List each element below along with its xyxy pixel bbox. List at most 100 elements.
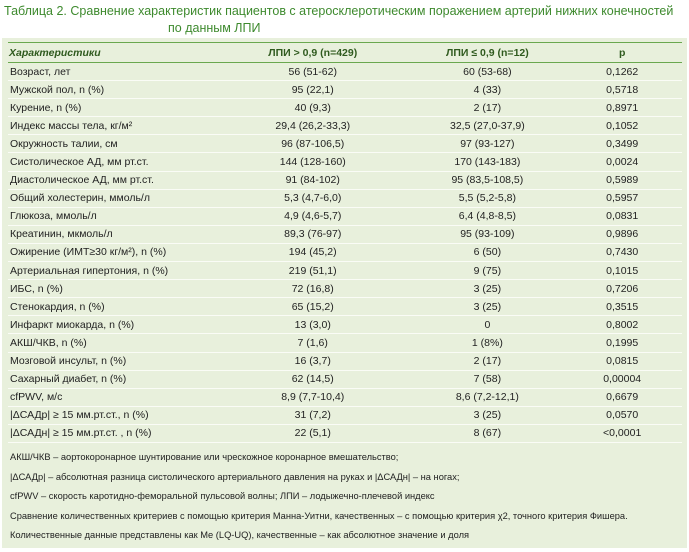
table-cell: <0,0001 — [562, 424, 682, 443]
column-header: ЛПИ > 0,9 (n=429) — [213, 42, 413, 63]
table-cell: 2 (17) — [412, 352, 563, 371]
note: Количественные данные представлены как M… — [10, 530, 470, 540]
table-cell: 9 (75) — [412, 261, 563, 281]
table-cell: |ΔСАДн| ≥ 15 мм.рт.ст. , n (%) — [8, 424, 214, 443]
table-cell: 0,00004 — [562, 370, 682, 389]
table-row: |ΔСАДн| ≥ 15 мм.рт.ст. , n (%) 22 (5,1) 8 … — [8, 424, 682, 443]
table-cell: 56 (51-62) — [213, 62, 413, 82]
table-cell: 194 (45,2) — [213, 243, 413, 263]
table-cell: АКШ/ЧКВ, n (%) — [8, 333, 214, 353]
table-cell: 170 (143-183) — [412, 152, 563, 172]
table-cell: 31 (7,2) — [213, 406, 413, 425]
table-cell: 0 — [412, 315, 563, 335]
table-cell: 8,6 (7,2-12,1) — [412, 388, 563, 407]
table-cell: 0,1262 — [562, 62, 682, 82]
table-row: Общий холестерин, ммоль/л 5,3 (4,7-6,0) 5,… — [8, 189, 682, 208]
table-cell: 4 (33) — [412, 80, 563, 100]
table-cell: Стенокардия, n (%) — [8, 297, 214, 317]
note: АКШ/ЧКВ – аортокоронарное шунтирование и… — [10, 452, 399, 462]
table-cell: 32,5 (27,0-37,9) — [412, 116, 563, 136]
table-cell: 0,3499 — [562, 134, 682, 154]
table-cell: 65 (15,2) — [213, 297, 413, 317]
table-cell: 16 (3,7) — [213, 352, 413, 371]
table-row: Ожирение (ИМТ≥30 кг/м²), n (%) 194 (45,2)… — [8, 243, 682, 263]
table-cell: Систолическое АД, мм рт.ст. — [8, 152, 214, 172]
table-cell: Инфаркт миокарда, n (%) — [8, 315, 214, 335]
table-cell: 0,9896 — [562, 225, 682, 244]
table-cell: 5,5 (5,2-5,8) — [412, 189, 563, 208]
table-cell: 3 (25) — [412, 406, 563, 425]
table-row: Артериальная гипертония, n (%) 219 (51,1)… — [8, 261, 682, 281]
table-cell: 0,7206 — [562, 279, 682, 299]
table-cell: 40 (9,3) — [213, 98, 413, 118]
table-cell: 13 (3,0) — [213, 315, 413, 335]
table-row: Инфаркт миокарда, n (%) 13 (3,0) 0 0,8002 — [8, 315, 682, 335]
title: Таблица 2. Сравнение характеристик пацие… — [4, 3, 673, 37]
table-cell: Общий холестерин, ммоль/л — [8, 189, 214, 208]
table-cell: Индекс массы тела, кг/м² — [8, 116, 214, 136]
table-row: |ΔСАДр| ≥ 15 мм.рт.ст., n (%) 31 (7,2) 3 (… — [8, 406, 682, 425]
table-cell: 8 (67) — [412, 424, 563, 443]
table-cell: 0,8002 — [562, 315, 682, 335]
table-cell: 5,3 (4,7-6,0) — [213, 189, 413, 208]
table-row: Глюкоза, ммоль/л 4,9 (4,6-5,7) 6,4 (4,8-8,… — [8, 207, 682, 226]
table-cell: 0,8971 — [562, 98, 682, 118]
table-cell: 0,1015 — [562, 261, 682, 281]
table-cell: 0,7430 — [562, 243, 682, 263]
table-cell: 0,5989 — [562, 171, 682, 190]
table-cell: Мужской пол, n (%) — [8, 80, 214, 100]
table-row: Мозговой инсульт, n (%) 16 (3,7) 2 (17) 0,0… — [8, 352, 682, 371]
table-row: Систолическое АД, мм рт.ст. 144 (128-160)… — [8, 152, 682, 172]
table-cell: Окружность талии, см — [8, 134, 214, 154]
table-cell: 6,4 (4,8-8,5) — [412, 207, 563, 226]
table-cell: 89,3 (76-97) — [213, 225, 413, 244]
column-header: Характеристики — [8, 42, 214, 63]
table-cell: Глюкоза, ммоль/л — [8, 207, 214, 226]
table-cell: 7 (58) — [412, 370, 563, 389]
table-cell: 0,0815 — [562, 352, 682, 371]
table-row: Возраст, лет 56 (51-62) 60 (53-68) 0,1262 — [8, 62, 682, 82]
table-cell: 62 (14,5) — [213, 370, 413, 389]
column-header: р — [562, 42, 682, 63]
note: Сравнение количественных критериев с пом… — [10, 510, 628, 521]
table-cell: Мозговой инсульт, n (%) — [8, 352, 214, 371]
title-line: по данным ЛПИ — [168, 21, 261, 35]
table-row: Индекс массы тела, кг/м² 29,4 (26,2-33,3)… — [8, 116, 682, 136]
title-line: Таблица 2. Сравнение характеристик пацие… — [4, 4, 674, 18]
table-cell: Артериальная гипертония, n (%) — [8, 261, 214, 281]
table-row: Мужской пол, n (%) 95 (22,1) 4 (33) 0,5718 — [8, 80, 682, 100]
note: |ΔСАДр| – абсолютная разница систолическ… — [10, 471, 460, 482]
table-cell: Диастолическое АД, мм рт.ст. — [8, 171, 214, 190]
column-header: ЛПИ ≤ 0,9 (n=12) — [412, 42, 563, 63]
table-panel: Характеристики ЛПИ > 0,9 (n=429) ЛПИ ≤ 0,9… — [2, 38, 687, 548]
table-cell: Креатинин, мкмоль/л — [8, 225, 214, 244]
table-cell: 97 (93-127) — [412, 134, 563, 154]
table-cell: 4,9 (4,6-5,7) — [213, 207, 413, 226]
table-cell: 0,3515 — [562, 297, 682, 317]
table-cell: 0,0570 — [562, 406, 682, 425]
table-row: Курение, n (%) 40 (9,3) 2 (17) 0,8971 — [8, 98, 682, 118]
table-cell: 6 (50) — [412, 243, 563, 263]
table-cell: 95 (22,1) — [213, 80, 413, 100]
table-row: cfPWV, м/с 8,9 (7,7-10,4) 8,6 (7,2-12,1) 0,… — [8, 388, 682, 407]
table-cell: Курение, n (%) — [8, 98, 214, 118]
table-row: Диастолическое АД, мм рт.ст. 91 (84-102) 9… — [8, 171, 682, 190]
table-cell: 95 (83,5-108,5) — [412, 171, 563, 190]
table-row: ИБС, n (%) 72 (16,8) 3 (25) 0,7206 — [8, 279, 682, 299]
table-cell: 144 (128-160) — [213, 152, 413, 172]
table-cell: 8,9 (7,7-10,4) — [213, 388, 413, 407]
note: cfPWV – скорость каротидно-феморальной п… — [10, 491, 435, 501]
header-row: Характеристики ЛПИ > 0,9 (n=429) ЛПИ ≤ 0,9… — [8, 42, 682, 63]
table: Характеристики ЛПИ > 0,9 (n=429) ЛПИ ≤ 0,9… — [8, 42, 682, 443]
table-row: Окружность талии, см 96 (87-106,5) 97 (93-… — [8, 134, 682, 154]
table-cell: 22 (5,1) — [213, 424, 413, 443]
table-cell: 0,5718 — [562, 80, 682, 100]
table-cell: 0,5957 — [562, 189, 682, 208]
table-cell: cfPWV, м/с — [8, 388, 214, 407]
table-cell: Возраст, лет — [8, 62, 214, 82]
table-cell: 60 (53-68) — [412, 62, 563, 82]
table-cell: 0,0831 — [562, 207, 682, 226]
table-cell: 29,4 (26,2-33,3) — [213, 116, 413, 136]
table-cell: 96 (87-106,5) — [213, 134, 413, 154]
table-cell: 3 (25) — [412, 279, 563, 299]
